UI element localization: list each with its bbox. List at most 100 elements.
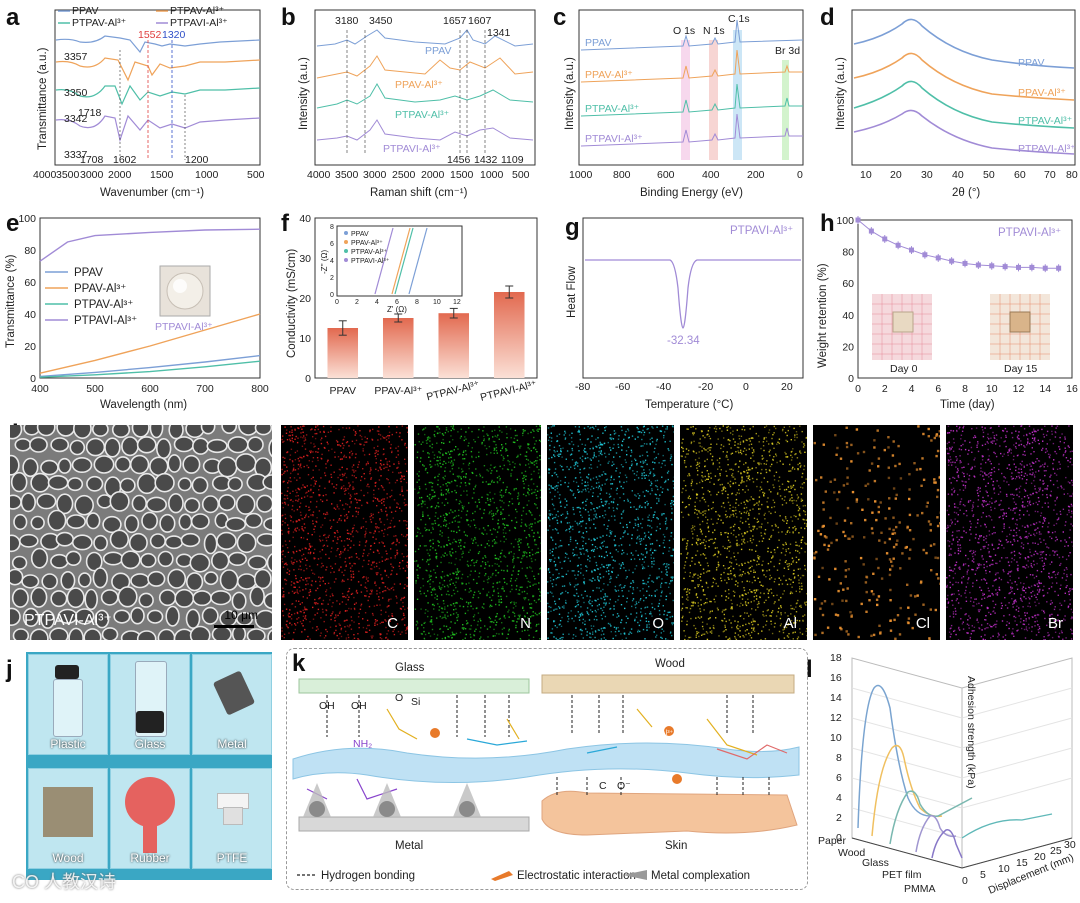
nyquist-ytick-0: 0 — [330, 292, 334, 299]
xrd-xtick-50: 50 — [983, 169, 995, 181]
sem-scale-label: 10 μm — [224, 608, 258, 622]
adhesion-cat-paper: Paper — [818, 835, 847, 847]
nyquist-ytick-2: 2 — [330, 275, 334, 282]
transmittance-series-3 — [40, 229, 260, 261]
weight-point-13 — [1029, 265, 1034, 270]
xps-xtick-0: 0 — [797, 169, 803, 181]
raman-label-ppav-al: PPAV-Al³⁺ — [395, 79, 443, 91]
sem-image: PTPAVI-Al³⁺ 10 μm — [10, 425, 272, 640]
scheme-al: Al³⁺ — [661, 730, 674, 737]
ftir-xtick-2000: 2000 — [108, 169, 132, 181]
conductivity-xtick-0: PPAV — [330, 385, 356, 397]
eds-label-o: O — [652, 615, 664, 632]
weight-xtick-0: 0 — [855, 383, 861, 395]
transmittance-ytick-80: 80 — [24, 245, 36, 257]
panel-c-xps: c O 1s N 1s C 1s Br 3d PPAV PPAV-Al³⁺ PT… — [545, 0, 810, 205]
nyquist-ytick-8: 8 — [330, 224, 334, 231]
ftir-xtick-3000: 3000 — [80, 169, 104, 181]
adhesion-xtick-0: 0 — [962, 875, 968, 887]
adhesion-xtick-15: 15 — [1016, 857, 1028, 869]
nyquist-legend-ptpavi: PTPAVI-Al³⁺ — [351, 258, 390, 265]
nyquist-xlabel: Z' (Ω) — [387, 305, 407, 314]
xps-label-ptpav: PTPAV-Al³⁺ — [585, 103, 640, 115]
raman-xlabel: Raman shift (cm⁻¹) — [370, 187, 468, 199]
xrd-xtick-20: 20 — [890, 169, 902, 181]
adhesion-cat-pmma: PMMA — [904, 883, 936, 895]
ftir-xtick-3500: 3500 — [56, 169, 80, 181]
ftir-legend-ptpav: PTPAV-Al³⁺ — [72, 17, 127, 29]
ftir-legend-ptpavi: PTPAVI-Al³⁺ — [170, 17, 228, 29]
scheme-drawing: Glass Wood OH OH Si O NH₂ Metal — [287, 649, 807, 889]
weight-xlabel: Time (day) — [940, 399, 995, 411]
transmittance-legend-ptpav: PTPAV-Al³⁺ — [74, 299, 133, 311]
weight-point-9 — [976, 263, 981, 268]
nyquist-legend-ptpav: PTPAV-Al³⁺ — [351, 249, 387, 256]
adhesion-ztick-12: 12 — [830, 712, 842, 724]
weight-xtick-10: 10 — [986, 383, 998, 395]
adhesion-photos: Plastic Glass Metal Wood Rubber PTFE — [26, 652, 272, 880]
xps-peak-o1s: O 1s — [673, 25, 695, 37]
panel-l-adhesion-3d: Paper Wood Glass PET film PMMA 0 2 4 6 8… — [812, 648, 1080, 898]
weight-xtick-12: 12 — [1013, 383, 1025, 395]
eds-label-n: N — [520, 615, 531, 632]
scheme-o: O — [395, 692, 403, 704]
conductivity-ytick-40: 40 — [299, 213, 311, 225]
weight-point-10 — [989, 263, 994, 268]
dsc-xtick-m20: -20 — [698, 381, 713, 393]
day15-photo — [990, 294, 1050, 360]
panel-label-b: b — [281, 4, 296, 32]
xrd-xtick-70: 70 — [1044, 169, 1056, 181]
dsc-curve — [585, 260, 801, 328]
transmittance-ytick-20: 20 — [24, 341, 36, 353]
scheme-glass-label: Glass — [395, 662, 425, 674]
watermark: CO 人教汉诗 — [12, 868, 116, 894]
dsc-xlabel: Temperature (°C) — [645, 399, 733, 411]
photo-label-plastic: Plastic — [29, 737, 107, 751]
xps-xlabel: Binding Energy (eV) — [640, 187, 743, 199]
xrd-label-ppav-al: PPAV-Al³⁺ — [1018, 87, 1066, 99]
raman-peak-3180: 3180 — [335, 15, 359, 27]
adhesion-ztick-14: 14 — [830, 692, 842, 704]
weight-xtick-16: 16 — [1066, 383, 1078, 395]
dsc-chart: PTPAVI-Al³⁺ -32.34 -80 -60 -40 -20 0 20 … — [545, 208, 810, 418]
day0-photo — [872, 294, 932, 360]
xrd-xtick-30: 30 — [921, 169, 933, 181]
raman-peak-1341: 1341 — [487, 27, 511, 39]
transmittance-ylabel: Transmittance (%) — [5, 254, 17, 348]
ftir-peak-1200: 1200 — [185, 154, 209, 166]
nyquist-xtick-8: 8 — [415, 299, 419, 306]
ftir-xtick-500: 500 — [247, 169, 265, 181]
adhesion-ztick-0: 0 — [836, 832, 842, 844]
ftir-peak-3350: 3350 — [64, 87, 88, 99]
xps-xtick-600: 600 — [657, 169, 675, 181]
scheme-wood-label: Wood — [655, 658, 685, 670]
ftir-xtick-4000: 4000 — [33, 169, 57, 181]
panel-d-xrd: d PPAV PPAV-Al³⁺ PTPAV-Al³⁺ PTPAVI-Al³⁺ … — [812, 0, 1080, 205]
adhesion-ztick-16: 16 — [830, 672, 842, 684]
day15-label: Day 15 — [1004, 363, 1037, 375]
raman-xtick-500: 500 — [512, 169, 530, 181]
xrd-ylabel: Intensity (a.u.) — [835, 57, 847, 130]
adhesion-cat-pet: PET film — [882, 869, 922, 881]
transmittance-ytick-40: 40 — [24, 309, 36, 321]
transmittance-xtick-600: 600 — [141, 383, 159, 395]
conductivity-ytick-10: 10 — [299, 333, 311, 345]
raman-xtick-4000: 4000 — [307, 169, 331, 181]
panel-label-c: c — [553, 4, 566, 32]
xps-label-ppav-al: PPAV-Al³⁺ — [585, 69, 633, 81]
adhesion-xtick-10: 10 — [998, 863, 1010, 875]
scheme-oh-2: OH — [351, 700, 367, 712]
eds-map-cl: Cl — [813, 425, 940, 640]
photo-label-glass: Glass — [111, 737, 189, 751]
raman-ylabel: Intensity (a.u.) — [298, 57, 310, 130]
photo-rubber: Rubber — [110, 768, 190, 869]
transmittance-xtick-800: 800 — [251, 383, 269, 395]
transmittance-legend-ptpavi: PTPAVI-Al³⁺ — [74, 315, 137, 327]
raman-xtick-2500: 2500 — [392, 169, 416, 181]
sem-sample-label: PTPAVI-Al³⁺ — [24, 610, 112, 630]
panel-label-j: j — [6, 656, 13, 684]
transmittance-legend-ppav: PPAV — [74, 267, 103, 279]
raman-peak-1607: 1607 — [468, 15, 492, 27]
